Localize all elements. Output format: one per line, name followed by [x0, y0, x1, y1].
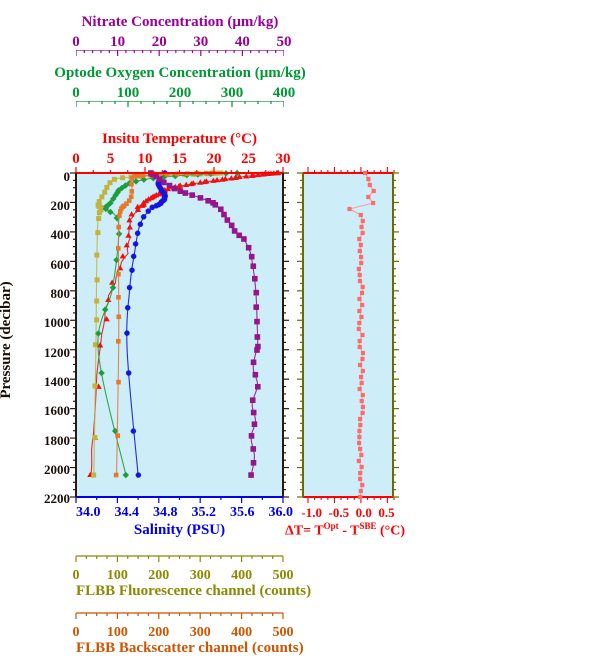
svg-text:300: 300: [190, 625, 211, 640]
svg-text:200: 200: [169, 85, 192, 101]
svg-text:200: 200: [148, 568, 169, 583]
svg-text:0: 0: [72, 34, 80, 50]
svg-text:20: 20: [152, 34, 167, 50]
svg-text:400: 400: [231, 625, 252, 640]
svg-text:20: 20: [207, 151, 222, 167]
svg-text:10: 10: [138, 151, 153, 167]
svg-text:0: 0: [73, 625, 80, 640]
svg-text:5: 5: [107, 151, 115, 167]
svg-text:500: 500: [273, 625, 294, 640]
svg-text:0: 0: [72, 85, 80, 101]
svg-text:30: 30: [276, 151, 291, 167]
svg-text:50: 50: [277, 34, 292, 50]
svg-text:200: 200: [148, 625, 169, 640]
svg-text:100: 100: [117, 85, 140, 101]
svg-text:500: 500: [273, 568, 294, 583]
svg-text:100: 100: [107, 625, 128, 640]
svg-text:0: 0: [73, 568, 80, 583]
svg-text:10: 10: [110, 34, 125, 50]
svg-text:0: 0: [72, 151, 80, 167]
svg-text:400: 400: [273, 85, 296, 101]
svg-text:40: 40: [235, 34, 250, 50]
svg-text:300: 300: [221, 85, 244, 101]
svg-text:30: 30: [193, 34, 208, 50]
svg-text:100: 100: [107, 568, 128, 583]
svg-text:300: 300: [190, 568, 211, 583]
svg-text:25: 25: [241, 151, 256, 167]
svg-text:400: 400: [231, 568, 252, 583]
svg-text:15: 15: [172, 151, 187, 167]
